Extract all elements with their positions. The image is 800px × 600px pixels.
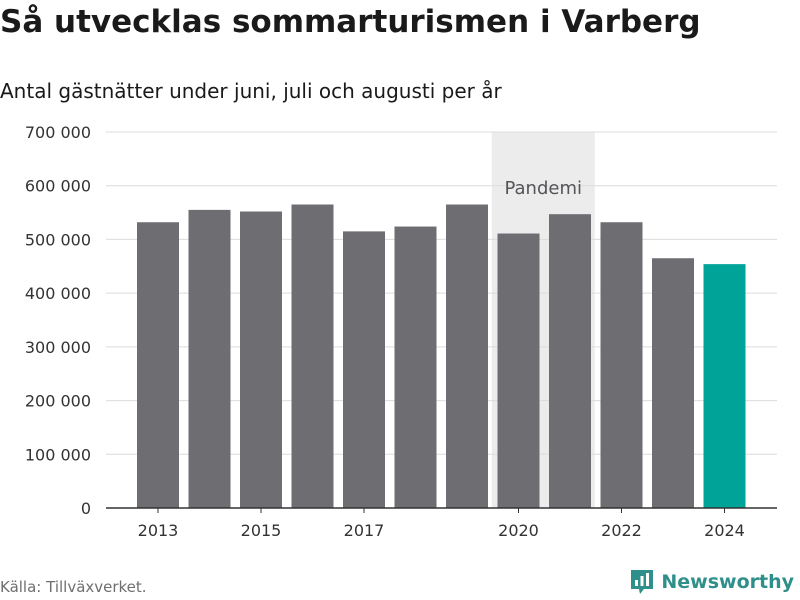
- y-tick-label: 0: [81, 499, 91, 518]
- x-tick-label: 2013: [138, 521, 179, 540]
- annotation-label: Pandemi: [504, 178, 582, 199]
- newsworthy-logo-icon: [631, 570, 654, 594]
- source-note: Källa: Tillväxverket.: [0, 578, 147, 596]
- bar: [600, 222, 643, 509]
- y-tick-label: 700 000: [25, 123, 91, 142]
- chart-subtitle: Antal gästnätter under juni, juli och au…: [0, 79, 502, 103]
- brand-logo: Newsworthy: [629, 568, 794, 596]
- bar: [291, 204, 334, 508]
- bar: [343, 231, 385, 508]
- y-tick-label: 500 000: [25, 230, 91, 249]
- x-tick-label: 2017: [344, 521, 385, 540]
- x-tick-label: 2022: [601, 521, 642, 540]
- bar: [497, 233, 540, 508]
- y-tick-label: 400 000: [25, 284, 91, 303]
- bar-highlight: [703, 264, 746, 508]
- y-tick-label: 300 000: [25, 338, 91, 357]
- y-tick-label: 100 000: [25, 445, 91, 464]
- x-tick-label: 2020: [498, 521, 539, 540]
- bar: [240, 211, 282, 509]
- x-tick-label: 2024: [704, 521, 745, 540]
- bar: [137, 222, 179, 509]
- y-tick-label: 200 000: [25, 392, 91, 411]
- y-tick-label: 600 000: [25, 177, 91, 196]
- x-tick-label: 2015: [241, 521, 282, 540]
- bar: [188, 209, 231, 508]
- bar: [394, 226, 437, 508]
- bar: [652, 258, 694, 508]
- brand-name: Newsworthy: [661, 571, 794, 593]
- bar: [446, 204, 488, 508]
- chart-title: Så utvecklas sommarturismen i Varberg: [0, 4, 701, 40]
- bar: [549, 214, 591, 508]
